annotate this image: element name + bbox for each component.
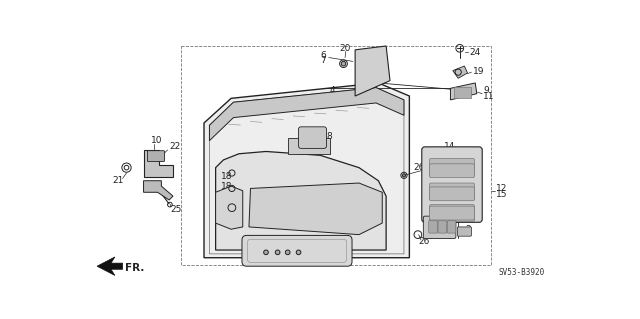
Text: 23: 23 (218, 198, 229, 207)
Text: 15: 15 (496, 190, 508, 199)
Text: 9: 9 (483, 86, 489, 95)
Text: 5: 5 (330, 92, 335, 101)
FancyBboxPatch shape (242, 235, 352, 266)
Text: 8: 8 (326, 132, 332, 141)
FancyBboxPatch shape (429, 221, 437, 233)
FancyBboxPatch shape (422, 147, 482, 222)
FancyBboxPatch shape (423, 216, 456, 239)
Text: 10: 10 (151, 136, 163, 145)
Polygon shape (209, 87, 404, 141)
Text: 16: 16 (339, 258, 350, 267)
Text: 1: 1 (463, 205, 468, 214)
Text: 25: 25 (171, 205, 182, 214)
Polygon shape (143, 150, 173, 177)
Polygon shape (249, 183, 382, 235)
Text: 13: 13 (339, 252, 350, 262)
Text: 11: 11 (483, 92, 495, 101)
Polygon shape (216, 152, 386, 250)
Text: 12: 12 (496, 184, 508, 193)
Polygon shape (143, 181, 173, 200)
Polygon shape (216, 186, 243, 229)
Bar (180, 46, 491, 265)
Text: ANA: ANA (280, 210, 291, 215)
Circle shape (403, 174, 406, 177)
FancyBboxPatch shape (429, 164, 474, 178)
Text: 22: 22 (169, 142, 180, 151)
Polygon shape (451, 83, 477, 100)
FancyBboxPatch shape (458, 227, 472, 236)
FancyBboxPatch shape (429, 187, 474, 201)
Polygon shape (204, 83, 410, 258)
Text: 6: 6 (320, 51, 326, 60)
Polygon shape (97, 257, 123, 275)
Text: 2: 2 (465, 225, 471, 234)
Text: 24: 24 (469, 48, 480, 57)
FancyBboxPatch shape (429, 206, 474, 220)
FancyBboxPatch shape (298, 127, 326, 148)
Polygon shape (355, 46, 390, 96)
Circle shape (264, 250, 268, 255)
Bar (288, 138, 330, 154)
Circle shape (296, 250, 301, 255)
FancyBboxPatch shape (429, 183, 474, 200)
Text: 26: 26 (418, 237, 429, 246)
FancyBboxPatch shape (429, 204, 474, 221)
FancyBboxPatch shape (438, 221, 447, 233)
Text: 17: 17 (444, 147, 456, 156)
Text: 20: 20 (340, 44, 351, 53)
Text: FR.: FR. (317, 213, 324, 218)
Text: SV53-B3920: SV53-B3920 (499, 268, 545, 277)
Text: 4: 4 (330, 86, 335, 95)
Text: 3: 3 (463, 216, 468, 225)
FancyBboxPatch shape (147, 151, 164, 161)
Text: FR.: FR. (125, 263, 145, 273)
Circle shape (285, 250, 290, 255)
Circle shape (275, 250, 280, 255)
Polygon shape (452, 66, 467, 78)
Text: 14: 14 (444, 142, 456, 151)
Circle shape (341, 61, 346, 66)
Text: 21: 21 (113, 176, 124, 185)
FancyBboxPatch shape (429, 159, 474, 175)
Text: 19: 19 (473, 67, 484, 76)
Text: 26: 26 (413, 163, 424, 172)
FancyBboxPatch shape (447, 221, 456, 233)
Text: 7: 7 (320, 56, 326, 65)
Bar (454, 87, 472, 98)
Text: 18: 18 (221, 172, 232, 182)
Text: 18: 18 (221, 182, 232, 191)
